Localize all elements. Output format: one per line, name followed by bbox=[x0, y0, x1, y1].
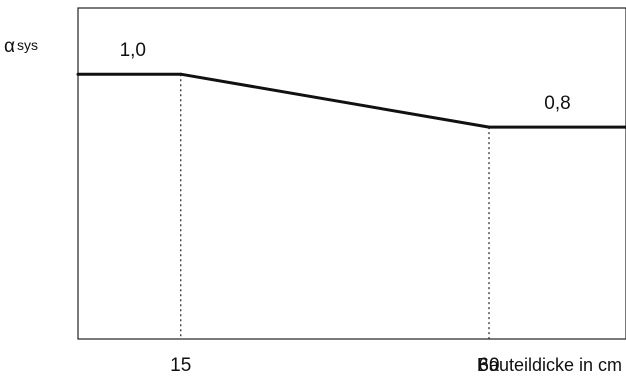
x-tick-label-1: 60 bbox=[478, 355, 499, 376]
x-tick-label-0: 15 bbox=[170, 355, 191, 376]
plot-frame bbox=[77, 7, 626, 340]
x-axis-label: Bauteildicke in cm bbox=[477, 355, 622, 375]
data-point bbox=[487, 125, 491, 129]
y-axis-label-symbol: α bbox=[4, 36, 15, 57]
series-group bbox=[76, 72, 626, 129]
series-line-0 bbox=[78, 72, 626, 129]
data-point bbox=[179, 72, 183, 76]
data-point bbox=[76, 72, 80, 76]
guide-lines bbox=[180, 74, 490, 339]
x-tick-labels: 15 60 bbox=[170, 355, 499, 376]
annotation-label-1: 0,8 bbox=[544, 93, 570, 114]
annotations-group: 1,0 0,8 bbox=[120, 40, 571, 114]
y-axis-label: α sys bbox=[4, 36, 38, 57]
annotation-label-0: 1,0 bbox=[120, 40, 146, 61]
y-axis-label-subscript: sys bbox=[17, 37, 38, 53]
